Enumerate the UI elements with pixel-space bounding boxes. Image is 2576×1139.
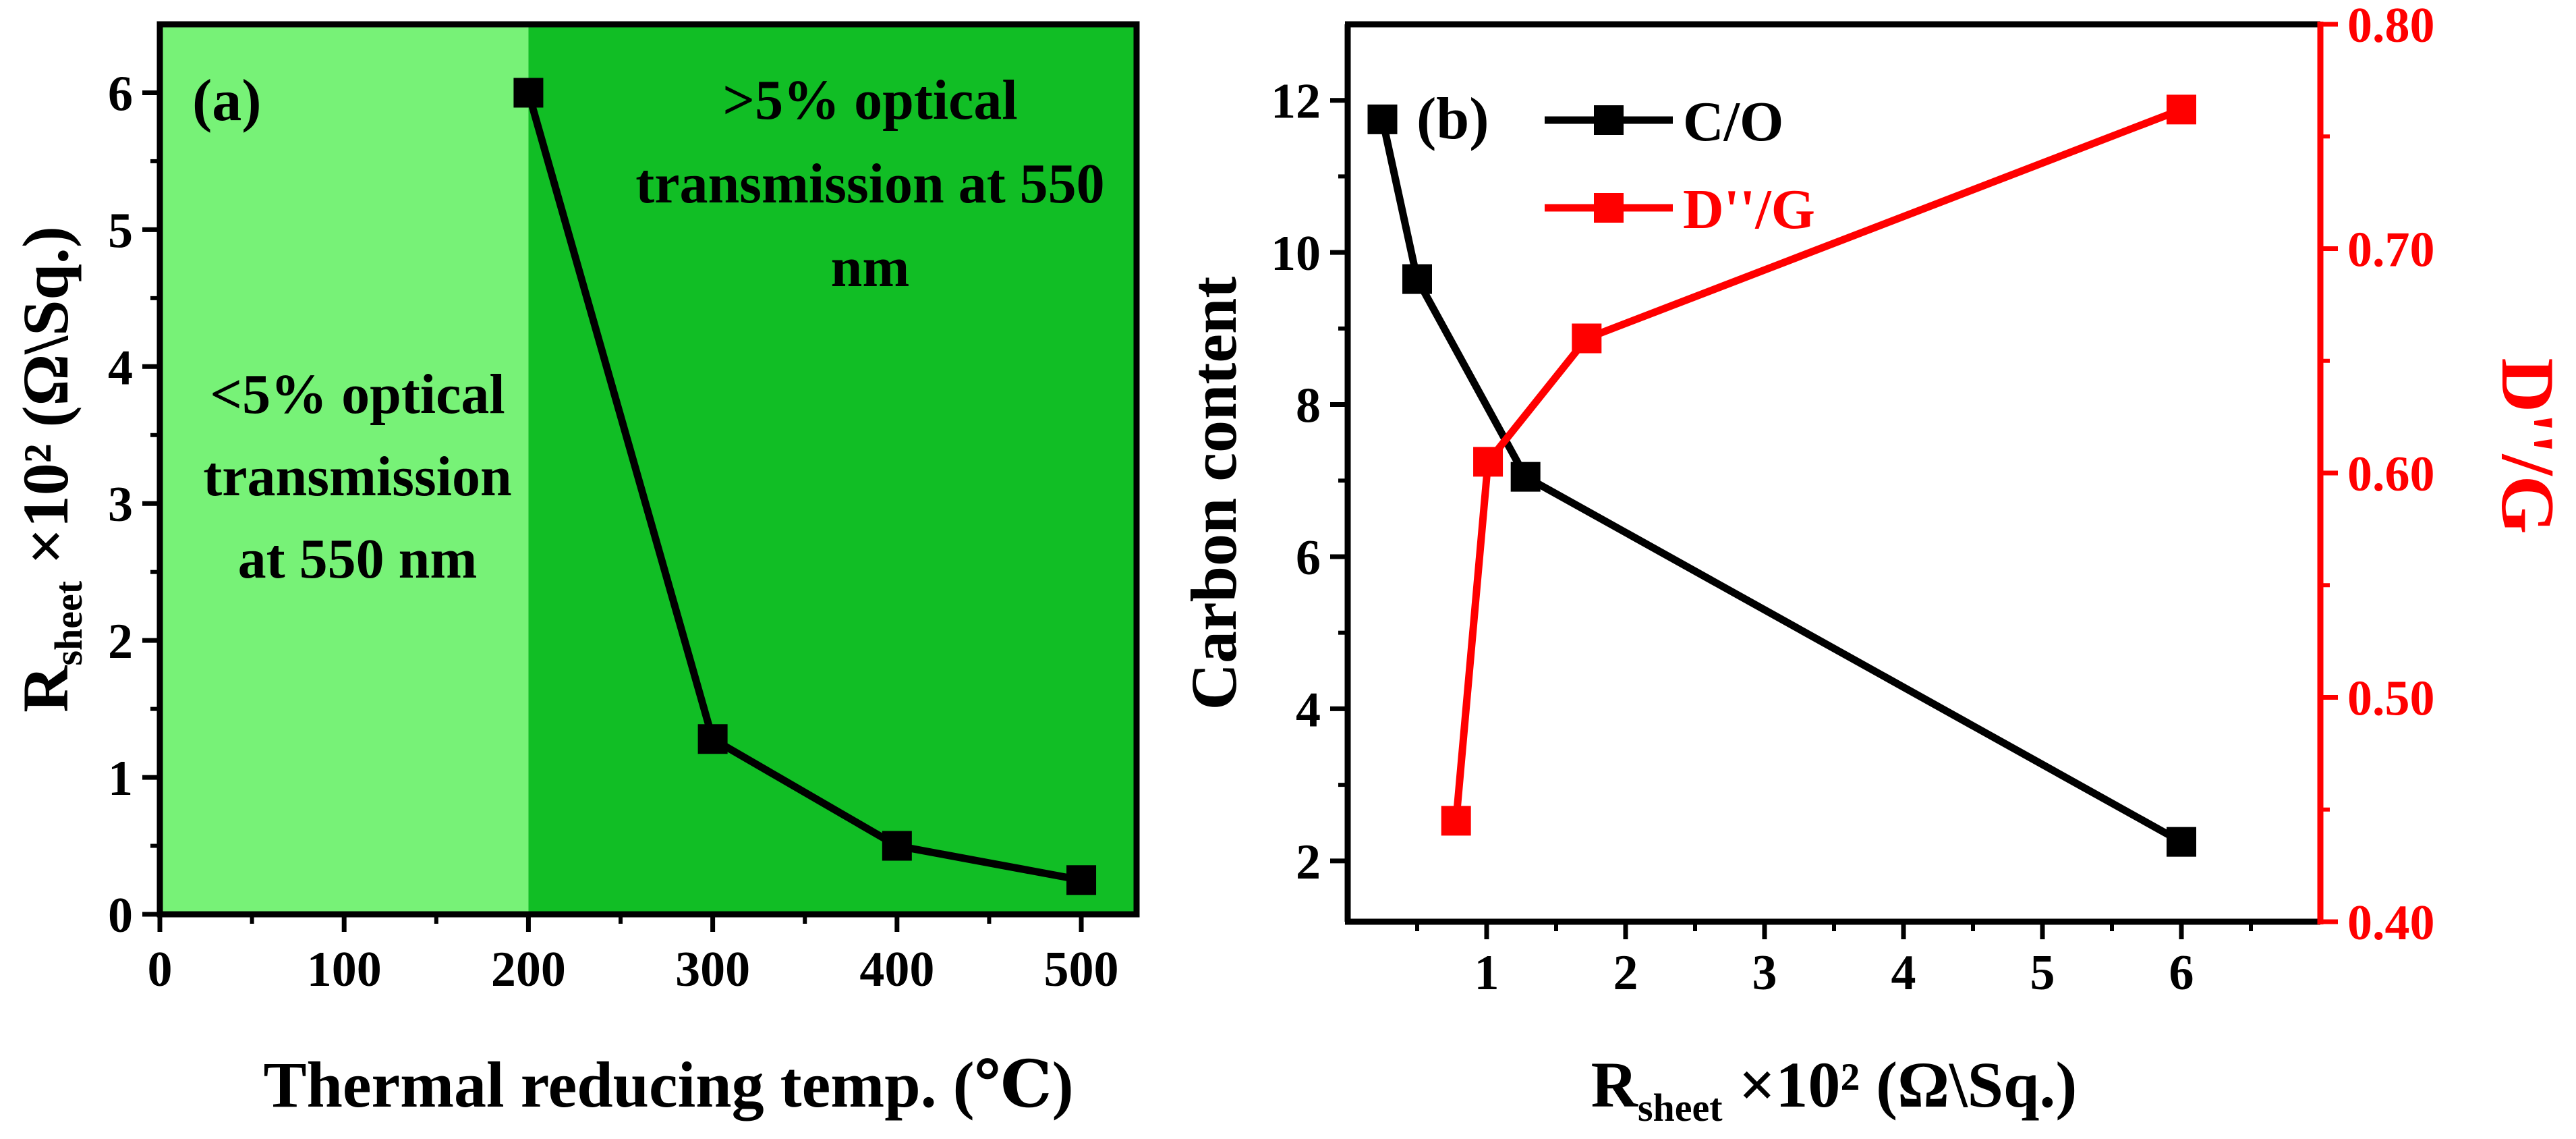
y-tick-label-12: 12 bbox=[1271, 74, 1321, 130]
y-tick-label-2: 2 bbox=[108, 614, 133, 669]
rsheet-series-marker-2 bbox=[697, 724, 728, 754]
y-tick-label-0: 0 bbox=[108, 888, 133, 943]
y-tick-label-10: 10 bbox=[1271, 226, 1321, 281]
co-series-marker-4 bbox=[2167, 827, 2196, 857]
low-transmission-label-line-3: at 550 nm bbox=[238, 528, 478, 590]
high-transmission-label-line-1: >5% optical bbox=[722, 69, 1018, 132]
x-tick-label-500: 500 bbox=[1044, 942, 1119, 997]
x-tick-label-3: 3 bbox=[1752, 945, 1777, 1001]
x-axis-title: Rsheet ×10² (Ω\Sq.) bbox=[1591, 1049, 2078, 1130]
dg-series-marker-1 bbox=[1441, 806, 1471, 836]
y-tick-label-4: 4 bbox=[1296, 682, 1321, 738]
x-tick-label-5: 5 bbox=[2030, 945, 2055, 1001]
panel-label-b: (b) bbox=[1416, 86, 1489, 152]
legend-co-marker bbox=[1594, 105, 1624, 135]
low-transmission-region bbox=[160, 24, 529, 914]
x-tick-label-400: 400 bbox=[859, 942, 934, 997]
dg-series-line bbox=[1452, 106, 2183, 821]
y2-tick-label-0.6: 0.60 bbox=[2347, 447, 2435, 502]
y-tick-label-5: 5 bbox=[108, 203, 133, 258]
y2-tick-label-0.4: 0.40 bbox=[2347, 895, 2435, 951]
y-axis-title: Rsheet ×10² (Ω\Sq.) bbox=[9, 226, 90, 713]
plot-frame bbox=[156, 21, 1140, 918]
x-tick-label-100: 100 bbox=[307, 942, 382, 997]
x-tick-label-2: 2 bbox=[1613, 945, 1638, 1001]
y-tick-label-8: 8 bbox=[1296, 379, 1321, 434]
y-axis-title: Carbon content bbox=[1178, 277, 1250, 711]
y-tick-label-4: 4 bbox=[108, 340, 133, 395]
x-tick-label-200: 200 bbox=[491, 942, 566, 997]
panel-a-chart: <5% optical transmission at 550 nm >5% opti… bbox=[9, 21, 1140, 1121]
high-transmission-label-line-3: nm bbox=[831, 236, 910, 299]
co-series-line bbox=[1379, 118, 2183, 845]
high-transmission-label-line-2: transmission at 550 bbox=[635, 152, 1104, 215]
legend-dg-label: D''/G bbox=[1683, 178, 1815, 241]
rsheet-series-marker-4 bbox=[1066, 865, 1097, 895]
y2-axis-title: D''/G bbox=[2486, 358, 2569, 534]
legend-co-label: C/O bbox=[1683, 90, 1783, 153]
x-tick-label-0: 0 bbox=[148, 942, 173, 997]
y-tick-label-6: 6 bbox=[108, 66, 133, 121]
legend-dg-marker bbox=[1594, 193, 1624, 223]
dg-series-marker-2 bbox=[1473, 447, 1504, 477]
co-series-marker-2 bbox=[1402, 264, 1432, 294]
y-tick-label-1: 1 bbox=[108, 751, 133, 806]
dg-series-marker-3 bbox=[1572, 323, 1602, 354]
co-series-marker-3 bbox=[1510, 462, 1541, 492]
x-axis-title: Thermal reducing temp. (℃) bbox=[263, 1049, 1073, 1121]
x-tick-label-300: 300 bbox=[675, 942, 750, 997]
co-series-marker-1 bbox=[1367, 104, 1398, 134]
rsheet-series-marker-1 bbox=[513, 78, 544, 108]
high-transmission-region bbox=[528, 24, 1137, 914]
rsheet-series-marker-3 bbox=[882, 831, 912, 861]
low-transmission-label-line-2: transmission bbox=[203, 445, 511, 508]
x-tick-label-6: 6 bbox=[2169, 945, 2194, 1001]
y2-tick-label-0.5: 0.50 bbox=[2347, 671, 2435, 727]
y-tick-label-3: 3 bbox=[108, 477, 133, 532]
y2-tick-label-0.7: 0.70 bbox=[2347, 223, 2435, 278]
low-transmission-label-line-1: <5% optical bbox=[210, 363, 505, 426]
y2-tick-label-0.8: 0.80 bbox=[2347, 0, 2435, 53]
y-tick-label-2: 2 bbox=[1296, 835, 1321, 890]
rsheet-series-line bbox=[525, 91, 1083, 884]
x-tick-label-1: 1 bbox=[1475, 945, 1499, 1001]
dg-series-marker-4 bbox=[2167, 94, 2196, 125]
y-tick-label-6: 6 bbox=[1296, 530, 1321, 586]
panel-label-a: (a) bbox=[192, 68, 262, 134]
x-tick-label-4: 4 bbox=[1891, 945, 1916, 1001]
